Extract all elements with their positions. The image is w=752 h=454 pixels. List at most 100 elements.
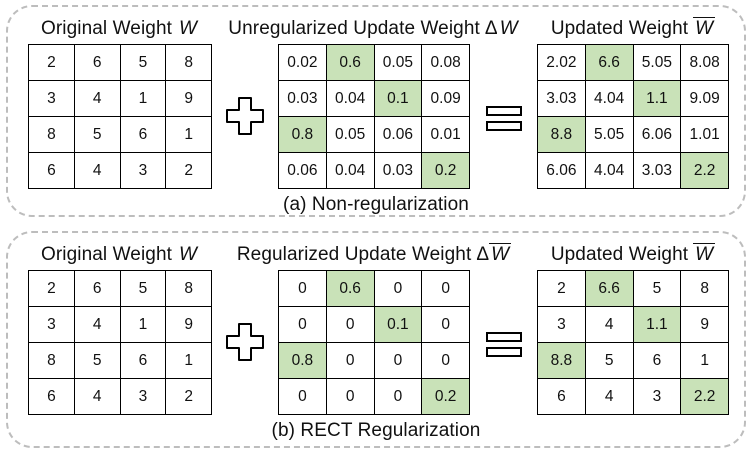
matrix-cell: 2.02 bbox=[537, 44, 586, 81]
matrix-cell: 1 bbox=[165, 342, 212, 379]
matrix-title: Unregularized Update Weight Δ W bbox=[228, 15, 517, 40]
update-weight-matrix: 0.02 0.6 0.05 0.08 0.03 0.04 0.1 0.09 0.8 0.05 0.0… bbox=[278, 44, 470, 189]
matrix-cell: 5.05 bbox=[632, 44, 682, 81]
matrix-cell: 6 bbox=[119, 116, 167, 153]
updated-weight-matrix: 2 6.6 5 8 3 4 1.1 9 8.8 5 6 1 6 4 3 2.2 bbox=[537, 270, 729, 415]
title-text: Original Weight W bbox=[41, 18, 199, 40]
update-weight-matrix: 0 0.6 0 0 0 0 0.1 0 0.8 0 0 0 0 0 0 0.2 bbox=[278, 270, 470, 415]
matrix-cell: 0 bbox=[325, 378, 375, 415]
matrix-cell: 0.2 bbox=[421, 152, 470, 189]
matrix-cell: 4 bbox=[584, 378, 634, 415]
matrix-cell: 3 bbox=[632, 378, 682, 415]
matrix-cell: 0.8 bbox=[278, 116, 327, 153]
matrix-cell: 0.04 bbox=[325, 80, 375, 117]
matrix-cell: 4 bbox=[73, 306, 121, 343]
matrix-row: 0.02 0.6 0.05 0.08 bbox=[278, 44, 470, 81]
matrix-cell: 1 bbox=[119, 306, 167, 343]
delta-symbol: Δ bbox=[484, 18, 498, 39]
equals-icon bbox=[485, 332, 522, 342]
updated-weight-group: Updated Weight W 2 6.6 5 8 3 4 1.1 9 8.8 5 6 1 6 4 3 2.2 bbox=[537, 241, 729, 415]
matrix-row: 3 4 1.1 9 bbox=[537, 306, 729, 343]
matrix-cell: 8 bbox=[28, 116, 75, 153]
matrix-cell: 2 bbox=[28, 44, 75, 81]
matrix-row: 0 0.6 0 0 bbox=[278, 270, 470, 307]
title-text: Regularized Update Weight Δ W bbox=[237, 243, 512, 266]
matrix-cell: 0 bbox=[421, 342, 470, 379]
panel-b-caption: (b) RECT Regularization bbox=[271, 420, 481, 441]
plus-icon bbox=[226, 97, 264, 135]
matrix-row: 0.8 0.05 0.06 0.01 bbox=[278, 116, 470, 153]
matrix-cell: 5 bbox=[119, 270, 167, 307]
plus-icon bbox=[226, 323, 264, 361]
matrix-cell: 0.2 bbox=[421, 378, 470, 415]
matrix-row: 2.02 6.6 5.05 8.08 bbox=[537, 44, 729, 81]
matrix-cell: 1.1 bbox=[632, 80, 682, 117]
math-symbol: W bbox=[693, 17, 716, 39]
matrix-cell: 3.03 bbox=[632, 152, 682, 189]
matrix-cell: 2 bbox=[165, 378, 212, 415]
w-symbol: W bbox=[179, 244, 198, 265]
delta-symbol: Δ bbox=[476, 244, 490, 265]
matrix-cell: 0.1 bbox=[373, 80, 423, 117]
matrix-cell: 8 bbox=[165, 44, 212, 81]
matrix-cell: 2.2 bbox=[680, 152, 729, 189]
matrix-cell: 1 bbox=[165, 116, 212, 153]
matrix-cell: 0 bbox=[325, 306, 375, 343]
matrix-cell: 1.1 bbox=[632, 306, 682, 343]
title-text: Updated Weight W bbox=[551, 243, 716, 266]
equals-icon bbox=[485, 347, 522, 357]
matrix-cell: 5 bbox=[632, 270, 682, 307]
equals-icon bbox=[485, 121, 522, 131]
title-text: Updated Weight W bbox=[551, 17, 716, 40]
matrix-cell: 6 bbox=[73, 44, 121, 81]
updated-weight-group: Updated Weight W 2.02 6.6 5.05 8.08 3.03 4.04 1… bbox=[537, 15, 729, 189]
title-prefix: Original Weight bbox=[40, 244, 172, 265]
matrix-cell: 4.04 bbox=[584, 80, 634, 117]
matrix-cell: 5 bbox=[73, 116, 121, 153]
matrix-cell: 3 bbox=[119, 152, 167, 189]
matrix-row: 0.03 0.04 0.1 0.09 bbox=[278, 80, 470, 117]
matrix-cell: 0 bbox=[373, 378, 423, 415]
matrix-cell: 6.06 bbox=[632, 116, 682, 153]
matrix-cell: 4 bbox=[73, 80, 121, 117]
matrix-cell: 0.05 bbox=[373, 44, 423, 81]
matrix-cell: 2 bbox=[28, 270, 75, 307]
math-symbol: W bbox=[693, 243, 716, 265]
matrix-cell: 4 bbox=[584, 306, 634, 343]
title-text: Unregularized Update Weight Δ W bbox=[228, 18, 519, 40]
matrix-cell: 0.6 bbox=[325, 270, 375, 307]
w-symbol: W bbox=[693, 243, 716, 265]
matrix-cell: 8.8 bbox=[537, 342, 586, 379]
matrix-cell: 0.06 bbox=[278, 152, 327, 189]
matrix-cell: 2 bbox=[537, 270, 586, 307]
matrix-row: 0.8 0 0 0 bbox=[278, 342, 470, 379]
matrix-row: 0 0 0 0.2 bbox=[278, 378, 470, 415]
matrix-cell: 8.08 bbox=[680, 44, 729, 81]
matrix-cell: 0.6 bbox=[325, 44, 375, 81]
equals-operator bbox=[470, 332, 537, 357]
matrix-cell: 0.09 bbox=[421, 80, 470, 117]
matrix-title: Updated Weight W bbox=[537, 241, 729, 266]
updated-weight-matrix: 2.02 6.6 5.05 8.08 3.03 4.04 1.1 9.09 8.8 5.05 6.0… bbox=[537, 44, 729, 189]
matrix-cell: 0.03 bbox=[373, 152, 423, 189]
matrix-title: Original Weight W bbox=[28, 241, 212, 266]
matrix-cell: 9 bbox=[680, 306, 729, 343]
matrix-cell: 1 bbox=[680, 342, 729, 379]
matrix-cell: 0.8 bbox=[278, 342, 327, 379]
matrix-cell: 9 bbox=[165, 306, 212, 343]
math-symbol: W bbox=[177, 244, 199, 265]
matrix-cell: 3 bbox=[28, 80, 75, 117]
matrix-cell: 2 bbox=[165, 152, 212, 189]
matrix-cell: 0.05 bbox=[325, 116, 375, 153]
title-prefix: Unregularized Update Weight bbox=[228, 18, 480, 39]
